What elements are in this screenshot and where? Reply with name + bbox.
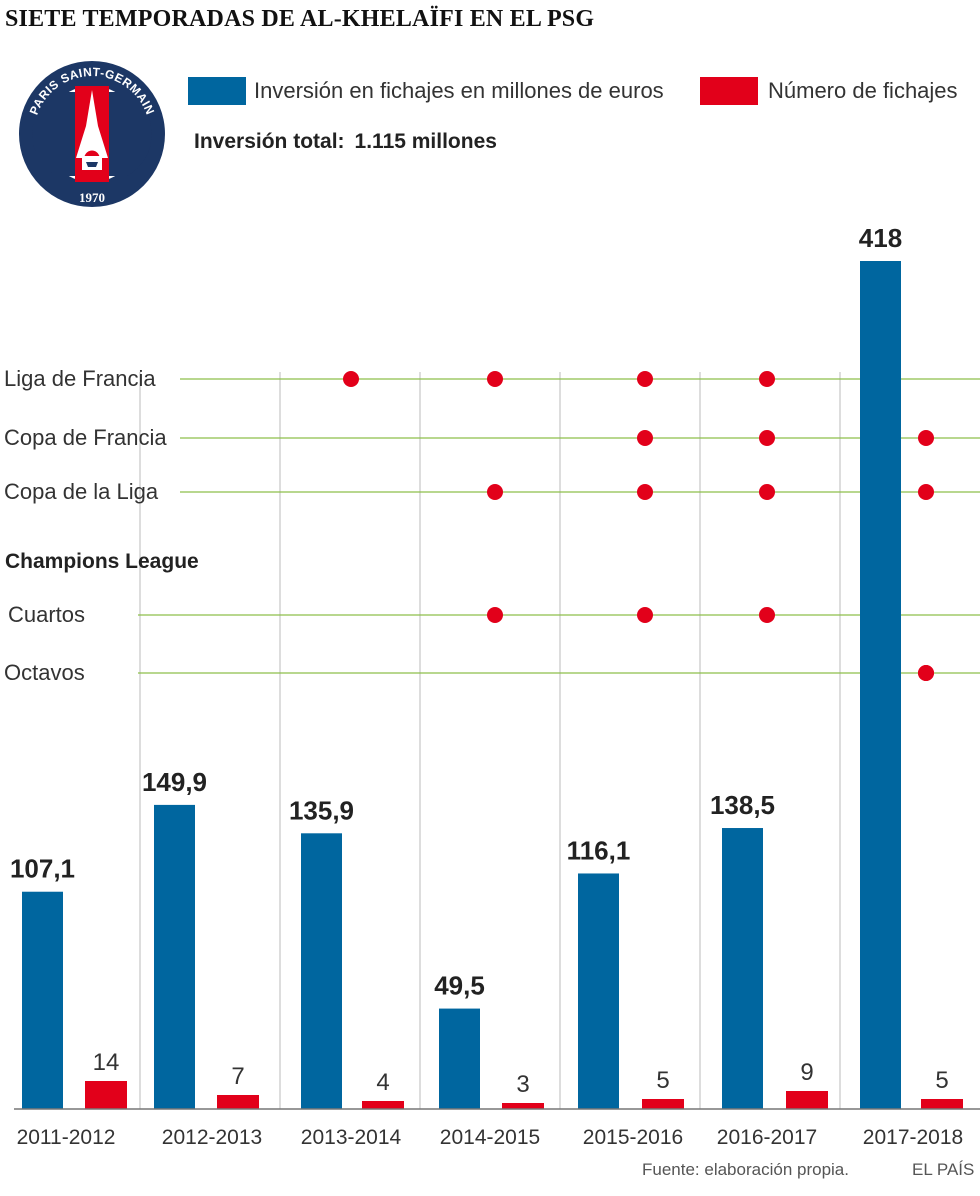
champions-row-label: Octavos — [4, 660, 85, 685]
x-tick-label: 2015-2016 — [583, 1126, 683, 1149]
x-tick-label: 2017-2018 — [863, 1126, 963, 1149]
trophy-dot — [637, 430, 653, 446]
legend-label-investment: Inversión en fichajes en millones de eur… — [254, 78, 664, 103]
bar-investment-label: 149,9 — [142, 767, 207, 797]
champions-row-label: Cuartos — [8, 602, 85, 627]
bar-signings — [362, 1101, 404, 1109]
footer-source: Fuente: elaboración propia. — [642, 1160, 849, 1179]
bar-investment-label: 135,9 — [289, 795, 354, 825]
trophy-dot — [759, 484, 775, 500]
total-investment-label: Inversión total: — [194, 130, 345, 153]
chart-title: SIETE TEMPORADAS DE AL-KHELAÏFI EN EL PS… — [5, 6, 595, 32]
trophy-dot — [918, 430, 934, 446]
bar-investment — [22, 891, 63, 1109]
bar-investment-label: 116,1 — [567, 835, 631, 865]
trophy-dot — [759, 607, 775, 623]
legend-label-signings: Número de fichajes — [768, 78, 958, 103]
x-tick-label: 2016-2017 — [717, 1126, 817, 1149]
bar-investment — [301, 833, 342, 1109]
bar-investment-label: 107,1 — [10, 854, 75, 884]
legend-swatch-investment — [188, 77, 246, 105]
trophy-dot — [918, 484, 934, 500]
total-investment-value: 1.115 millones — [354, 130, 497, 153]
trophy-dot — [759, 430, 775, 446]
trophy-row-label: Copa de Francia — [4, 425, 167, 450]
x-tick-label: 2012-2013 — [162, 1126, 262, 1149]
trophy-dot — [637, 371, 653, 387]
bar-signings — [85, 1081, 127, 1109]
bar-investment — [439, 1008, 480, 1109]
bar-investment-label: 138,5 — [710, 790, 775, 820]
trophy-dot — [343, 371, 359, 387]
bar-signings-label: 5 — [656, 1067, 669, 1094]
bar-signings — [642, 1099, 684, 1109]
trophy-dot — [487, 371, 503, 387]
bar-investment — [578, 873, 619, 1109]
trophy-dot — [759, 371, 775, 387]
bar-signings — [921, 1099, 963, 1109]
bar-signings-label: 7 — [231, 1063, 244, 1090]
x-tick-label: 2014-2015 — [440, 1126, 540, 1149]
bar-investment-label: 418 — [859, 223, 902, 253]
bar-signings — [786, 1091, 828, 1109]
bar-investment — [722, 828, 763, 1109]
x-tick-label: 2013-2014 — [301, 1126, 402, 1149]
bar-signings — [217, 1095, 259, 1109]
trophy-dot — [637, 607, 653, 623]
bar-signings-label: 3 — [516, 1071, 529, 1098]
bar-investment — [860, 261, 901, 1109]
trophy-dot — [487, 607, 503, 623]
bar-signings-label: 14 — [93, 1049, 120, 1076]
trophy-dot — [487, 484, 503, 500]
total-investment: Inversión total: 1.115 millones — [194, 130, 497, 154]
footer-brand: EL PAÍS — [912, 1160, 975, 1179]
bar-investment-label: 49,5 — [434, 971, 485, 1001]
trophy-row-label: Liga de Francia — [4, 366, 156, 391]
trophy-row-label: Copa de la Liga — [4, 479, 159, 504]
bar-signings — [502, 1103, 544, 1109]
bar-signings-label: 9 — [800, 1059, 813, 1086]
trophy-dot — [918, 665, 934, 681]
psg-crest-icon: PARIS SAINT-GERMAIN 1970 — [16, 58, 168, 210]
bar-signings-label: 5 — [935, 1067, 948, 1094]
bar-investment — [154, 804, 195, 1109]
x-tick-label: 2011-2012 — [17, 1126, 116, 1149]
legend-swatch-signings — [700, 77, 758, 105]
champions-league-heading: Champions League — [5, 550, 199, 573]
bar-signings-label: 4 — [376, 1069, 389, 1096]
trophy-dot — [637, 484, 653, 500]
logo-year: 1970 — [79, 190, 105, 205]
